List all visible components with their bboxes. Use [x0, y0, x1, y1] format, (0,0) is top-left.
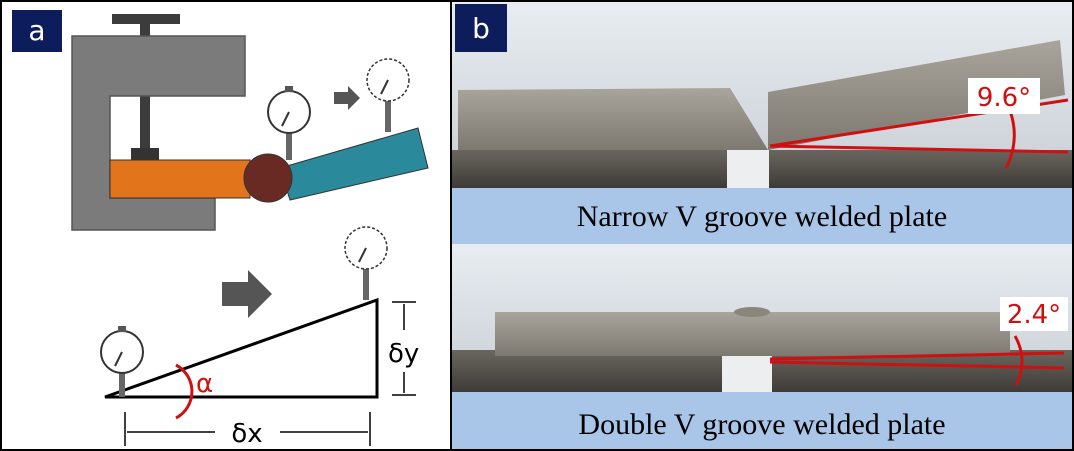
caption: Narrow V groove welded plate: [577, 200, 947, 233]
panel-b: 9.6° Narrow V groove welded plate 2.4° D…: [451, 0, 1072, 451]
caption: Double V groove welded plate: [578, 408, 945, 441]
shape: [385, 100, 391, 132]
angle-label: 2.4°: [1007, 300, 1061, 330]
angle-label: 9.6°: [977, 83, 1031, 113]
run-label: δx: [231, 419, 262, 449]
photo-plate: [495, 312, 1010, 356]
panel-label: b: [472, 12, 490, 45]
figure: a: [0, 0, 1074, 451]
photo-gap: [722, 350, 772, 392]
photo-gap: [727, 150, 769, 188]
weld: [244, 154, 292, 202]
shape: [363, 268, 369, 300]
shape: [286, 130, 292, 160]
photo-plate: [458, 88, 768, 150]
shape: [285, 86, 293, 92]
rise-label: δy: [388, 339, 419, 369]
clamp-handle: [112, 14, 180, 24]
fixed-plate: [110, 160, 250, 198]
shape: [119, 370, 125, 397]
clamp-pad: [131, 148, 159, 160]
photo-weld: [734, 307, 770, 317]
angle-label: α: [196, 369, 213, 399]
page: a: [0, 0, 1074, 451]
shape: [118, 326, 126, 332]
panel-label: a: [28, 14, 45, 47]
